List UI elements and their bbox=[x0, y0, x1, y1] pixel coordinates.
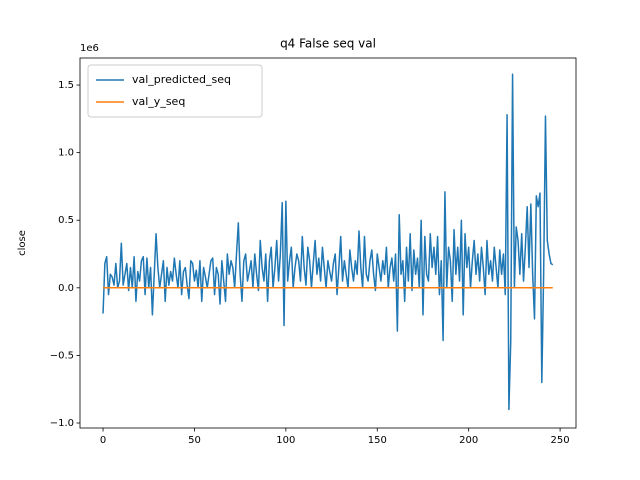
x-tick-label: 0 bbox=[100, 435, 106, 446]
x-tick-label: 200 bbox=[459, 435, 478, 446]
plot-frame bbox=[79, 57, 577, 429]
legend-label: val_predicted_seq bbox=[132, 73, 231, 86]
x-tick-label: 100 bbox=[276, 435, 295, 446]
y-tick-label: −0.5 bbox=[50, 350, 74, 361]
legend-label: val_y_seq bbox=[132, 95, 185, 108]
y-tick-label: −1.0 bbox=[50, 418, 74, 429]
y-offset-label: 1e6 bbox=[80, 43, 99, 54]
y-tick-label: 0.5 bbox=[58, 215, 74, 226]
legend-box bbox=[87, 64, 263, 118]
x-tick-label: 150 bbox=[368, 435, 387, 446]
x-tick-label: 250 bbox=[551, 435, 570, 446]
y-tick-label: 1.5 bbox=[58, 80, 74, 91]
y-tick-label: 0.0 bbox=[58, 283, 74, 294]
y-tick-label: 1.0 bbox=[58, 148, 74, 159]
y-axis-label: close bbox=[17, 230, 28, 256]
chart-title: q4 False seq val bbox=[280, 37, 376, 51]
x-tick-label: 50 bbox=[188, 435, 201, 446]
